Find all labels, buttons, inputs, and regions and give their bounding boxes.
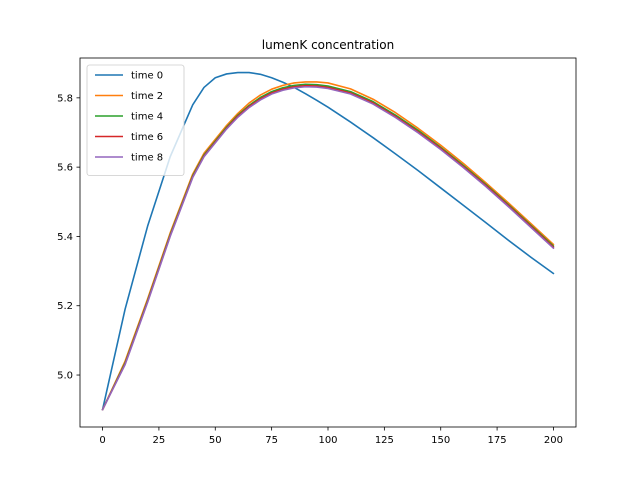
x-tick-label: 100 [318, 435, 337, 446]
y-axis: 5.0 5.2 5.4 5.6 5.8 [57, 93, 80, 382]
legend-label: time 4 [131, 112, 163, 123]
chart-title: lumenK concentration [262, 38, 394, 52]
legend-label: time 8 [131, 153, 163, 164]
y-tick-label: 5.4 [57, 232, 73, 243]
legend: time 0 time 2 time 4 time 6 time 8 [86, 64, 185, 176]
y-tick-label: 5.8 [57, 93, 73, 104]
x-tick-label: 50 [209, 435, 222, 446]
x-tick-label: 125 [375, 435, 394, 446]
x-axis: 0 25 50 75 100 125 150 175 200 [99, 427, 563, 446]
y-tick-label: 5.6 [57, 163, 73, 174]
x-tick-label: 0 [99, 435, 105, 446]
series-layer [101, 71, 555, 411]
y-tick-label: 5.2 [57, 301, 73, 312]
x-tick-label: 200 [544, 435, 563, 446]
y-tick-label: 5.0 [57, 371, 73, 382]
x-tick-label: 150 [431, 435, 450, 446]
series-line-1 [101, 81, 555, 411]
legend-label: time 6 [131, 132, 163, 143]
legend-label: time 2 [131, 91, 163, 102]
series-line-4 [101, 85, 555, 411]
x-tick-label: 175 [488, 435, 507, 446]
legend-label: time 0 [131, 71, 163, 82]
legend-box [86, 64, 185, 176]
x-tick-label: 75 [265, 435, 278, 446]
x-tick-label: 25 [153, 435, 166, 446]
